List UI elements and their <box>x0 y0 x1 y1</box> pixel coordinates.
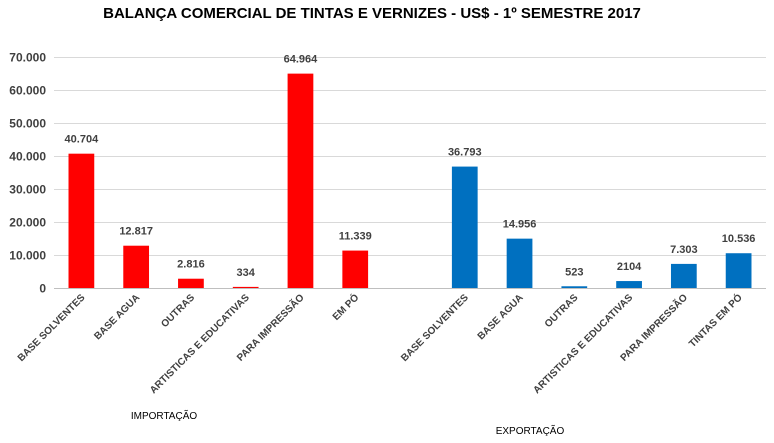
data-labels: 40.704 12.817 2.816 334 64.964 11.339 36.793 14… <box>65 54 756 279</box>
x-tick-label: BASE SOLVENTES <box>16 292 88 364</box>
data-label: 7.303 <box>670 244 698 256</box>
bar <box>232 286 259 288</box>
data-label: 36.793 <box>448 147 482 159</box>
y-tick-label: 60.000 <box>9 84 46 98</box>
y-tick-label: 70.000 <box>9 51 46 65</box>
bar <box>725 253 752 288</box>
y-tick-label: 50.000 <box>9 117 46 131</box>
data-label: 334 <box>237 267 256 279</box>
x-tick-label: OUTRAS <box>543 292 581 330</box>
bar <box>342 250 369 288</box>
y-tick-label: 0 <box>39 282 46 296</box>
bar <box>561 286 588 288</box>
bar <box>68 153 95 288</box>
x-tick-label: ARTISTICAS E EDUCATIVAS <box>531 292 635 396</box>
data-label: 523 <box>565 266 583 278</box>
bar <box>451 166 478 288</box>
data-label: 12.817 <box>119 226 153 238</box>
group-label: IMPORTAÇÃO <box>131 409 198 422</box>
y-tick-label: 20.000 <box>9 216 46 230</box>
bar <box>506 238 533 288</box>
x-tick-label: BASE AGUA <box>92 292 142 342</box>
group-label: EXPORTAÇÃO <box>496 424 565 437</box>
y-tick-label: 40.000 <box>9 150 46 164</box>
x-tick-label: BASE SOLVENTES <box>399 292 471 364</box>
x-axis-ticks: BASE SOLVENTES BASE AGUA OUTRASARTISTICAS … <box>16 291 745 396</box>
data-label: 10.536 <box>722 233 756 245</box>
data-label: 64.964 <box>284 54 319 66</box>
bar <box>616 281 642 288</box>
data-label: 14.956 <box>503 219 537 231</box>
y-tick-label: 30.000 <box>9 183 46 197</box>
y-axis-ticks: 0 10.000 20.000 30.000 40.000 50.000 60.000 70.… <box>9 51 46 296</box>
data-label: 2104 <box>617 261 642 273</box>
bar <box>123 245 150 288</box>
x-tick-label: ARTISTICAS E EDUCATIVAS <box>148 292 252 396</box>
bar <box>178 278 204 288</box>
bars <box>68 73 752 288</box>
bar <box>287 73 314 288</box>
x-tick-label: EM PÓ <box>329 291 361 323</box>
gridlines <box>54 57 766 289</box>
y-tick-label: 10.000 <box>9 249 46 263</box>
chart-title: BALANÇA COMERCIAL DE TINTAS E VERNIZES -… <box>103 5 641 22</box>
x-tick-label: OUTRAS <box>159 292 197 330</box>
x-tick-label: BASE AGUA <box>476 292 526 342</box>
data-label: 40.704 <box>65 134 100 146</box>
bar <box>670 263 697 288</box>
group-labels: IMPORTAÇÃO EXPORTAÇÃO <box>131 409 565 437</box>
data-label: 2.816 <box>177 259 205 271</box>
data-label: 11.339 <box>339 231 372 243</box>
x-tick-label: TINTAS EM PÓ <box>686 291 745 350</box>
